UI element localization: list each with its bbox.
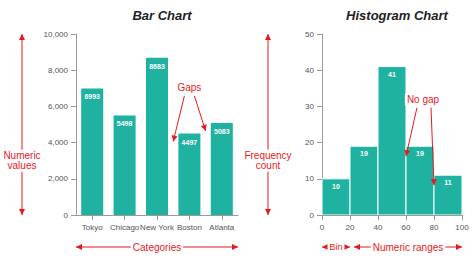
svg-text:Histogram Chart: Histogram Chart (346, 8, 449, 23)
svg-text:0: 0 (320, 223, 325, 232)
svg-text:Boston: Boston (177, 223, 202, 232)
svg-text:100: 100 (455, 223, 469, 232)
svg-text:80: 80 (430, 223, 439, 232)
svg-text:6993: 6993 (84, 93, 100, 100)
svg-text:0: 0 (64, 211, 69, 220)
svg-text:11: 11 (444, 179, 452, 186)
svg-text:2,000: 2,000 (48, 174, 69, 183)
svg-text:Bin: Bin (329, 242, 342, 252)
svg-text:Chicago: Chicago (110, 223, 140, 232)
svg-text:values: values (8, 160, 37, 171)
svg-text:Atlanta: Atlanta (209, 223, 234, 232)
svg-text:41: 41 (388, 71, 396, 78)
svg-text:60: 60 (402, 223, 411, 232)
svg-text:Numeric: Numeric (3, 150, 41, 162)
svg-text:4497: 4497 (182, 139, 198, 146)
svg-text:20: 20 (305, 138, 314, 147)
svg-text:Frequency: Frequency (244, 150, 292, 162)
svg-text:50: 50 (305, 30, 314, 39)
svg-text:30: 30 (305, 102, 314, 111)
svg-text:No gap: No gap (407, 94, 440, 105)
svg-text:19: 19 (416, 150, 424, 157)
svg-text:count: count (256, 160, 281, 171)
svg-text:8683: 8683 (149, 63, 165, 70)
svg-text:10: 10 (305, 174, 314, 183)
svg-text:5498: 5498 (117, 120, 133, 127)
svg-text:40: 40 (305, 66, 314, 75)
svg-text:6,000: 6,000 (48, 102, 69, 111)
svg-text:40: 40 (374, 223, 383, 232)
svg-text:4,000: 4,000 (48, 138, 69, 147)
svg-text:5083: 5083 (214, 128, 230, 135)
svg-text:Gaps: Gaps (177, 82, 201, 93)
svg-text:10,000: 10,000 (44, 30, 69, 39)
svg-text:Bar Chart: Bar Chart (132, 8, 192, 23)
svg-text:0: 0 (310, 211, 315, 220)
svg-text:10: 10 (332, 183, 340, 190)
svg-text:New York: New York (140, 223, 175, 232)
svg-text:8,000: 8,000 (48, 66, 69, 75)
svg-text:Numeric ranges: Numeric ranges (373, 242, 444, 253)
svg-text:Tokyo: Tokyo (82, 223, 103, 232)
svg-text:Categories: Categories (133, 242, 181, 253)
svg-text:20: 20 (346, 223, 355, 232)
svg-text:19: 19 (360, 150, 368, 157)
